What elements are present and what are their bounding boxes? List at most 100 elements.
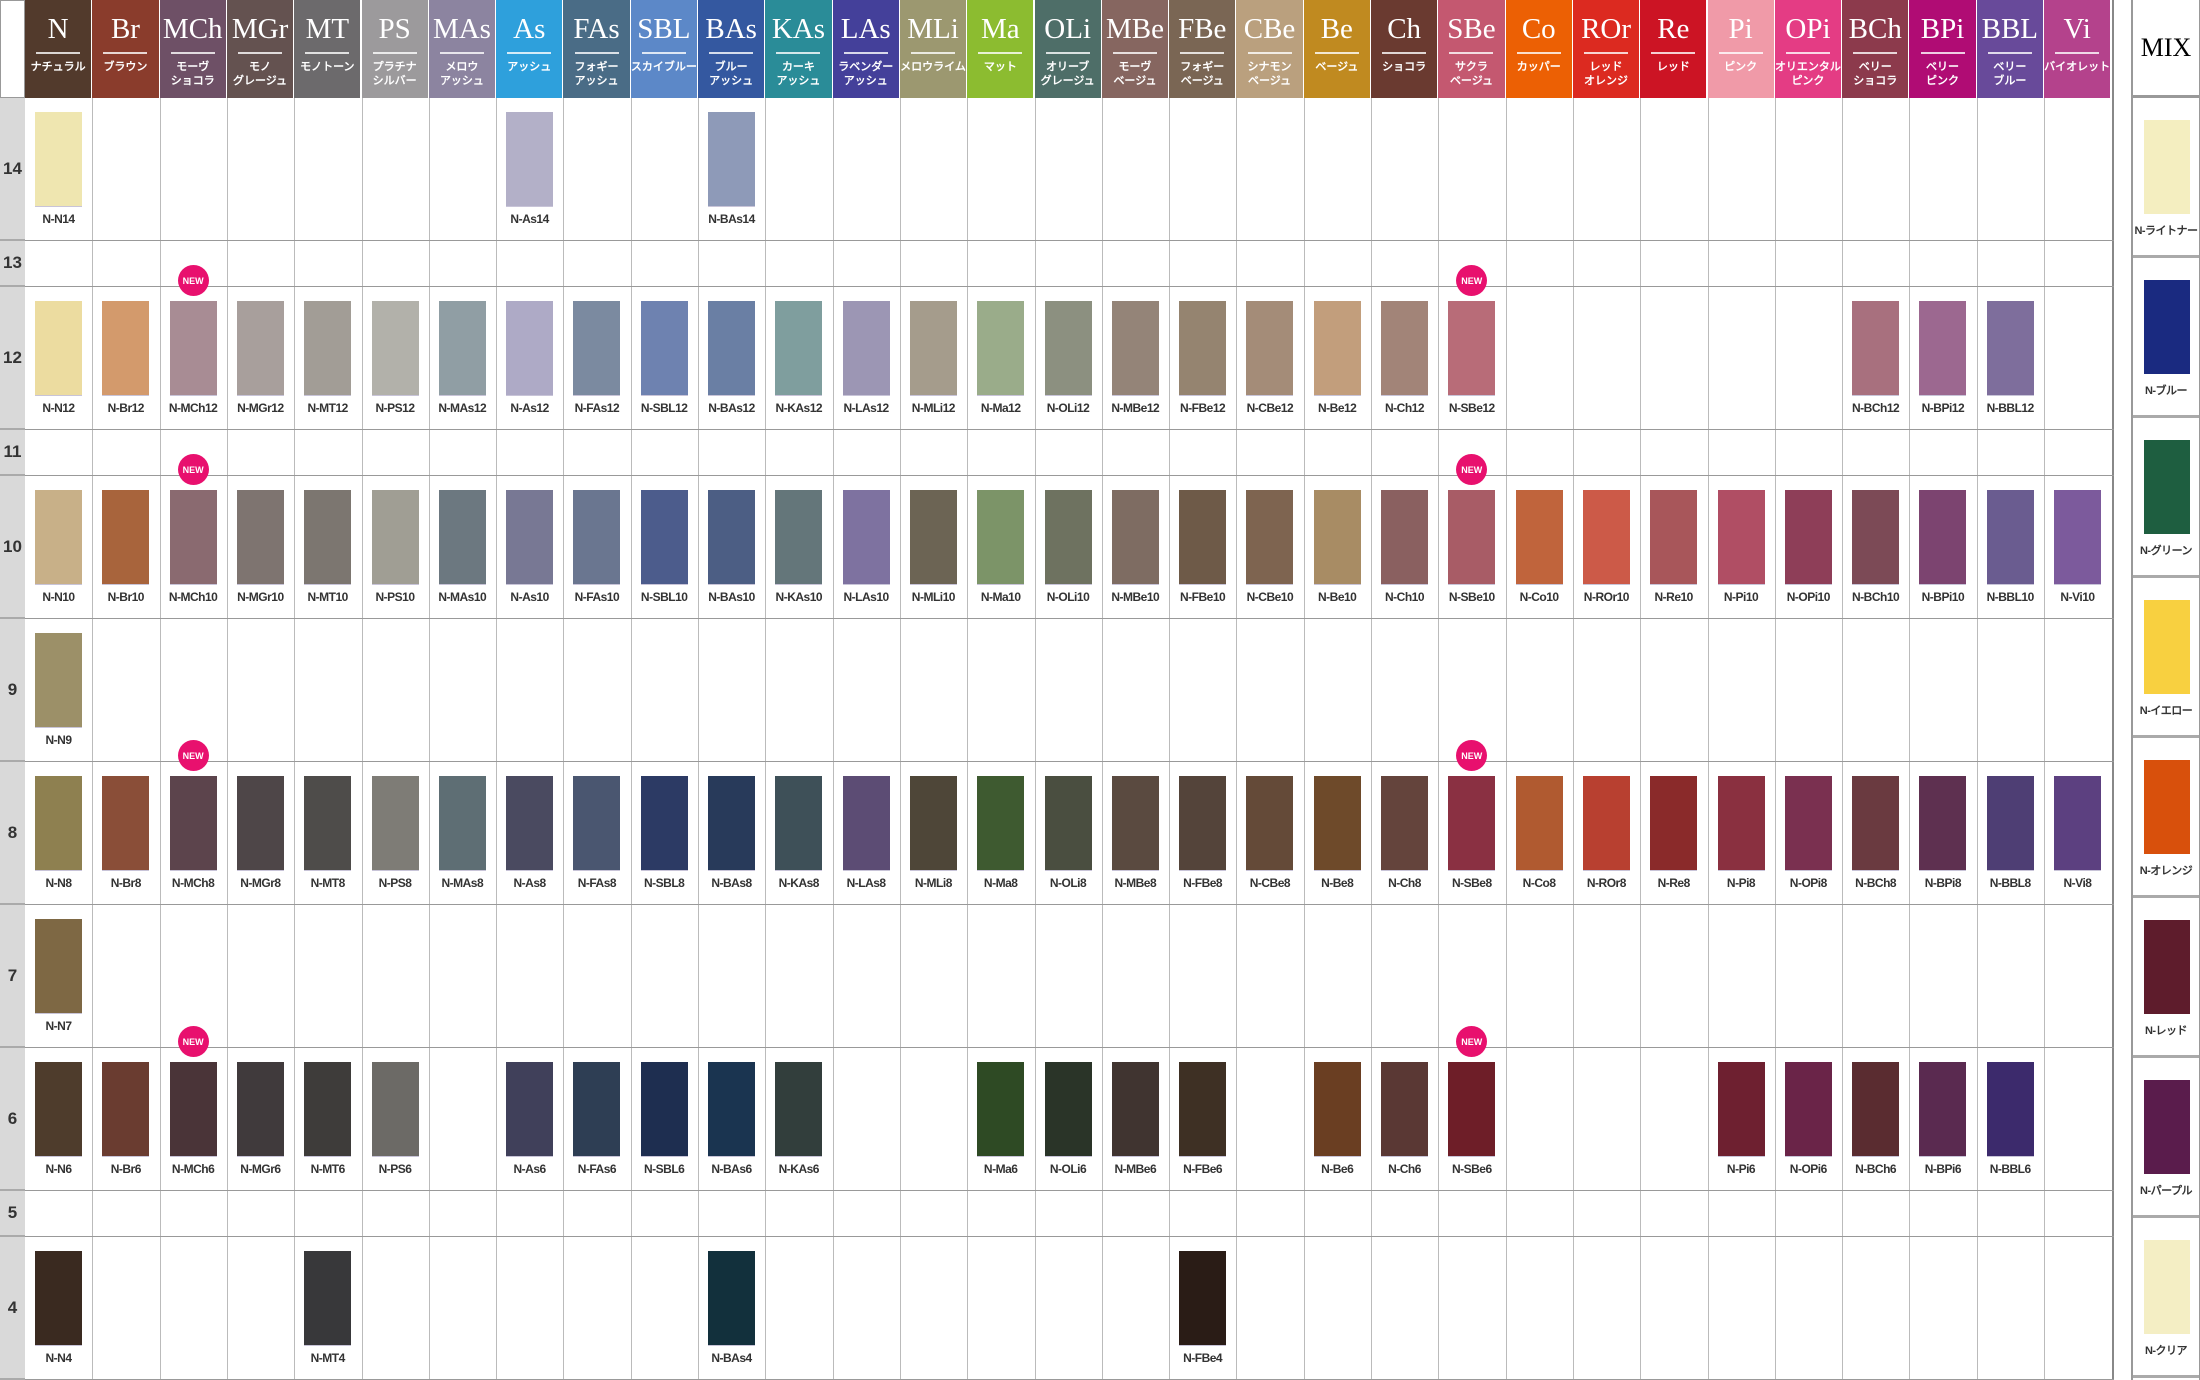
swatch-label: N-SBe12 (1448, 401, 1495, 415)
color-swatch (977, 776, 1025, 870)
color-swatch (573, 301, 621, 395)
divider (36, 52, 81, 54)
swatch-label: N-OLi10 (1046, 590, 1090, 604)
color-swatch (236, 776, 284, 870)
color-swatch (1044, 1062, 1092, 1156)
column-subtitle: レッド オレンジ (1584, 61, 1629, 87)
color-swatch (35, 112, 82, 206)
column-divider (1034, 98, 1036, 1380)
column-subtitle: ブラウン (103, 61, 148, 73)
color-swatch (708, 490, 755, 584)
column-code: MGr (231, 13, 289, 45)
color-swatch (640, 1062, 688, 1156)
swatch-label: N-MLi12 (911, 401, 956, 415)
swatch-label: N-LAs12 (843, 401, 890, 415)
column-code: BCh (1848, 13, 1902, 45)
column-code: FAs (573, 13, 620, 45)
column-header-ror: ROr レッド オレンジ (1572, 0, 1641, 98)
color-swatch (842, 776, 890, 870)
column-divider (967, 98, 969, 1380)
column-subtitle: スカイブルー (630, 61, 697, 73)
column-subtitle: メロウライム (900, 61, 966, 73)
color-swatch (640, 301, 688, 395)
column-divider (1236, 98, 1238, 1380)
color-swatch (102, 490, 150, 584)
swatch-label: N-Be6 (1321, 1162, 1354, 1176)
column-header-co: Co カッパー (1505, 0, 1573, 98)
column-code: Vi (2063, 13, 2091, 45)
swatch-label: N-BBL12 (1986, 401, 2035, 415)
column-divider (899, 98, 901, 1380)
swatch-label: N-BCh6 (1855, 1162, 1897, 1176)
mix-swatch (2144, 760, 2190, 854)
divider (1987, 52, 2032, 54)
color-swatch (1986, 301, 2034, 395)
color-chart-grid: N ナチュラル Br ブラウン MCh モーヴ ショコラ MGr モノ グレージュ MT モノトー… (0, 0, 2114, 1380)
color-swatch (236, 301, 284, 395)
level-label: 6 (0, 1048, 25, 1191)
swatch-label: N-OLi8 (1049, 876, 1087, 890)
divider (1853, 52, 1898, 54)
divider (978, 52, 1023, 54)
mix-label: N-イエロー (2139, 705, 2193, 717)
swatch-label: N-As8 (513, 876, 547, 890)
color-swatch (236, 1062, 284, 1156)
swatch-label: N-Ma12 (980, 401, 1021, 415)
swatch-label: N-OLi12 (1046, 401, 1090, 415)
divider (641, 52, 686, 54)
new-badge: NEW (177, 265, 209, 296)
color-swatch (1919, 776, 1967, 870)
color-swatch (1381, 776, 1428, 870)
color-swatch (1313, 1062, 1361, 1156)
color-swatch (1986, 1062, 2034, 1156)
swatch-label: N-MGr12 (237, 401, 284, 415)
swatch-label: N-Ma6 (983, 1162, 1018, 1176)
column-divider (765, 98, 767, 1380)
color-swatch (1179, 776, 1227, 870)
divider (843, 52, 888, 54)
column-header-pi: Pi ピンク (1707, 0, 1775, 98)
new-badge: NEW (1456, 740, 1488, 771)
swatch-label: N-OPi10 (1786, 590, 1831, 604)
color-swatch (438, 301, 486, 395)
column-divider (92, 98, 94, 1380)
swatch-label: N-Be12 (1318, 401, 1357, 415)
color-swatch (304, 1062, 352, 1156)
divider (507, 52, 552, 54)
color-swatch (506, 490, 554, 584)
color-swatch (35, 1251, 82, 1345)
mix-label: N-パープル (2140, 1185, 2192, 1197)
divider (1516, 52, 1561, 54)
mix-item: N-イエロー (2133, 578, 2199, 738)
column-code: PS (378, 13, 411, 45)
swatch-label: N-Br8 (110, 876, 142, 890)
mix-item: N-ブルー (2133, 258, 2199, 418)
swatch-label: N-LAs10 (843, 590, 890, 604)
column-subtitle: フォギー ベージュ (1180, 61, 1225, 87)
color-swatch (977, 1062, 1025, 1156)
swatch-label: N-MT12 (307, 401, 349, 415)
swatch-label: N-Ch12 (1384, 401, 1425, 415)
divider (911, 52, 956, 54)
color-swatch (169, 776, 217, 870)
level-label: 9 (0, 619, 25, 762)
swatch-label: N-N7 (45, 1019, 72, 1033)
swatch-label: N-SBe8 (1451, 876, 1492, 890)
color-swatch (1111, 301, 1159, 395)
divider (574, 52, 619, 54)
swatch-label: N-N14 (42, 212, 75, 226)
swatch-label: N-As10 (510, 590, 549, 604)
column-header-bpi: BPi ベリー ピンク (1909, 0, 1977, 98)
color-swatch (438, 776, 486, 870)
swatch-label: N-MBe12 (1111, 401, 1160, 415)
swatch-label: N-SBL6 (644, 1162, 685, 1176)
column-header-vi: Vi バイオレット (2044, 0, 2112, 98)
swatch-label: N-Be10 (1318, 590, 1357, 604)
color-swatch (1717, 1062, 1765, 1156)
color-swatch (775, 301, 823, 395)
color-swatch (1582, 776, 1630, 870)
column-header-fbe: FBe フォギー ベージュ (1169, 0, 1237, 98)
column-subtitle: オリエンタル ピンク (1774, 61, 1841, 87)
swatch-label: N-SBL10 (640, 590, 688, 604)
swatch-label: N-OPi8 (1789, 876, 1828, 890)
